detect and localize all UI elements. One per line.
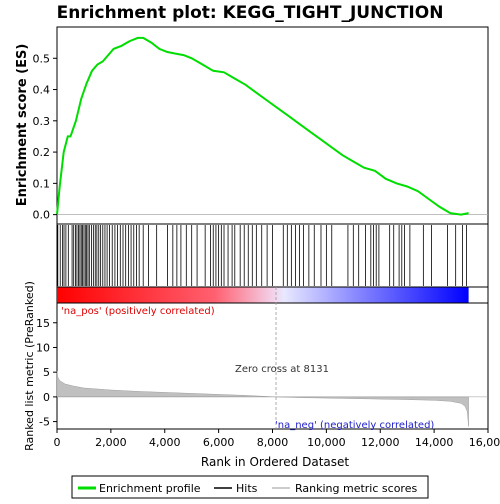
es-y-tick-label: 0.1 bbox=[33, 177, 51, 190]
es-y-tick-label: 0.4 bbox=[33, 84, 51, 97]
es-y-tick-label: 0.2 bbox=[33, 146, 51, 159]
es-y-tick-label: 0.5 bbox=[33, 52, 51, 65]
chart-title: Enrichment plot: KEGG_TIGHT_JUNCTION bbox=[57, 3, 444, 23]
legend-label-ranking: Ranking metric scores bbox=[295, 482, 417, 495]
es-y-tick-label: 0.3 bbox=[33, 115, 51, 128]
x-tick-label: 4,000 bbox=[149, 436, 181, 449]
metric-y-tick-label: 0 bbox=[43, 391, 50, 404]
zero-cross-label: Zero cross at 8131 bbox=[235, 364, 329, 375]
x-tick-label: 14,000 bbox=[415, 436, 454, 449]
metric-y-axis-label: Ranked list metric (PreRanked) bbox=[23, 281, 36, 451]
metric-y-tick-label: 10 bbox=[36, 341, 50, 354]
x-tick-label: 2,000 bbox=[95, 436, 127, 449]
legend: Enrichment profile Hits Ranking metric s… bbox=[72, 476, 428, 498]
metric-y-tick-label: 15 bbox=[36, 317, 50, 330]
x-tick-label: 6,000 bbox=[203, 436, 235, 449]
metric-y-tick-label: -5 bbox=[39, 416, 50, 429]
na-pos-label: 'na_pos' (positively correlated) bbox=[61, 306, 215, 317]
x-tick-label: 8,000 bbox=[257, 436, 289, 449]
es-y-tick-label: 0.0 bbox=[33, 209, 51, 222]
x-axis-label: Rank in Ordered Dataset bbox=[201, 455, 349, 469]
legend-label-hits: Hits bbox=[236, 482, 258, 495]
na-neg-label: 'na_neg' (negatively correlated) bbox=[275, 420, 434, 431]
metric-y-tick-label: 5 bbox=[43, 366, 50, 379]
x-tick-label: 10,000 bbox=[307, 436, 346, 449]
es-y-axis-label: Enrichment score (ES) bbox=[15, 44, 30, 207]
x-tick-label: 0 bbox=[54, 436, 61, 449]
x-tick-label: 16,000 bbox=[469, 436, 500, 449]
legend-label-profile: Enrichment profile bbox=[99, 482, 201, 495]
ranking-color-band bbox=[57, 288, 469, 303]
ranking-band-layer bbox=[57, 288, 469, 303]
x-tick-label: 12,000 bbox=[361, 436, 400, 449]
